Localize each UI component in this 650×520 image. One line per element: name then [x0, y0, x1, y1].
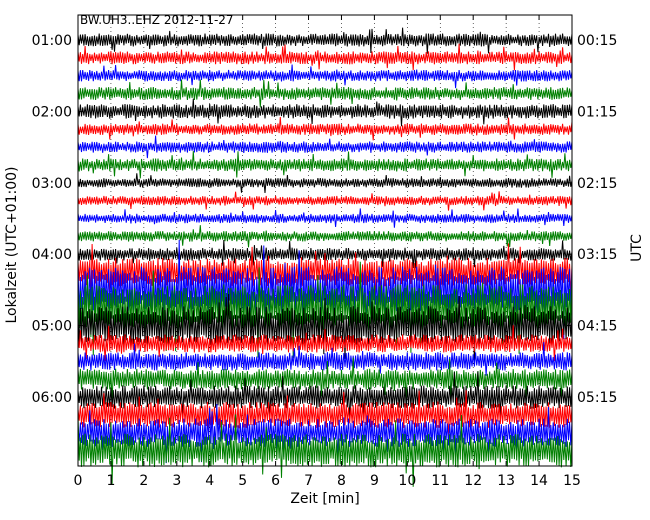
x-tick-label: 6 [271, 473, 280, 489]
x-tick-label: 11 [431, 473, 449, 489]
x-tick-label: 7 [304, 473, 313, 489]
x-tick-label: 9 [370, 473, 379, 489]
x-tick-label: 10 [398, 473, 416, 489]
y-tick-label-right: 05:15 [577, 390, 617, 406]
x-tick-label: 2 [139, 473, 148, 489]
x-tick-label: 14 [530, 473, 548, 489]
y-tick-label-left: 05:00 [32, 319, 72, 335]
x-tick-label: 12 [464, 473, 482, 489]
x-tick-label: 0 [74, 473, 83, 489]
seismic-trace [77, 64, 573, 89]
seismic-trace [77, 27, 573, 54]
x-tick-label: 4 [205, 473, 214, 489]
seismic-trace [77, 403, 573, 464]
seismic-trace [77, 135, 573, 159]
seismic-trace [77, 293, 573, 365]
seismic-trace [77, 225, 573, 248]
seismic-trace [77, 116, 573, 141]
y-tick-label-right: 01:15 [577, 104, 617, 120]
seismic-trace [77, 261, 573, 359]
trace-layer [77, 27, 573, 487]
x-tick-label: 5 [238, 473, 247, 489]
plot-border [77, 14, 573, 467]
x-axis-label: Zeit [min] [290, 491, 359, 507]
seismic-trace [77, 413, 573, 487]
y-tick-label-right: 00:15 [577, 33, 617, 49]
y-tick-label-left: 01:00 [32, 33, 72, 49]
seismic-trace [77, 151, 573, 179]
y-tick-label-left: 06:00 [32, 390, 72, 406]
seismic-trace [77, 342, 573, 376]
x-tick-label: 13 [497, 473, 515, 489]
y-tick-label-left: 03:00 [32, 176, 72, 192]
seismic-trace [77, 390, 573, 440]
y-tick-label-right: 02:15 [577, 176, 617, 192]
x-tick-label: 1 [106, 473, 115, 489]
y-tick-label-right: 04:15 [577, 319, 617, 335]
chart-title: BW.UH3..EHZ 2012-11-27 [80, 13, 234, 27]
y-tick-label-left: 02:00 [32, 104, 72, 120]
seismic-trace [77, 43, 573, 71]
seismic-trace [77, 208, 573, 228]
seismic-trace [77, 98, 573, 127]
x-tick-label: 15 [563, 473, 581, 489]
seismic-trace [77, 243, 573, 301]
seismic-trace [77, 79, 573, 108]
y-axis-label-right: UTC [629, 234, 645, 262]
seismic-trace [77, 239, 573, 340]
seismic-trace [77, 325, 573, 362]
seismic-trace [77, 371, 573, 421]
seismic-trace [77, 239, 573, 269]
y-axis-label-left: Lokalzeit (UTC+01:00) [4, 167, 20, 324]
seismic-trace [77, 191, 573, 211]
y-tick-label-left: 04:00 [32, 247, 72, 263]
seismic-trace [77, 173, 573, 193]
seismic-trace [77, 357, 573, 402]
x-tick-label: 8 [337, 473, 346, 489]
x-tick-label: 3 [172, 473, 181, 489]
y-tick-label-right: 03:15 [577, 247, 617, 263]
